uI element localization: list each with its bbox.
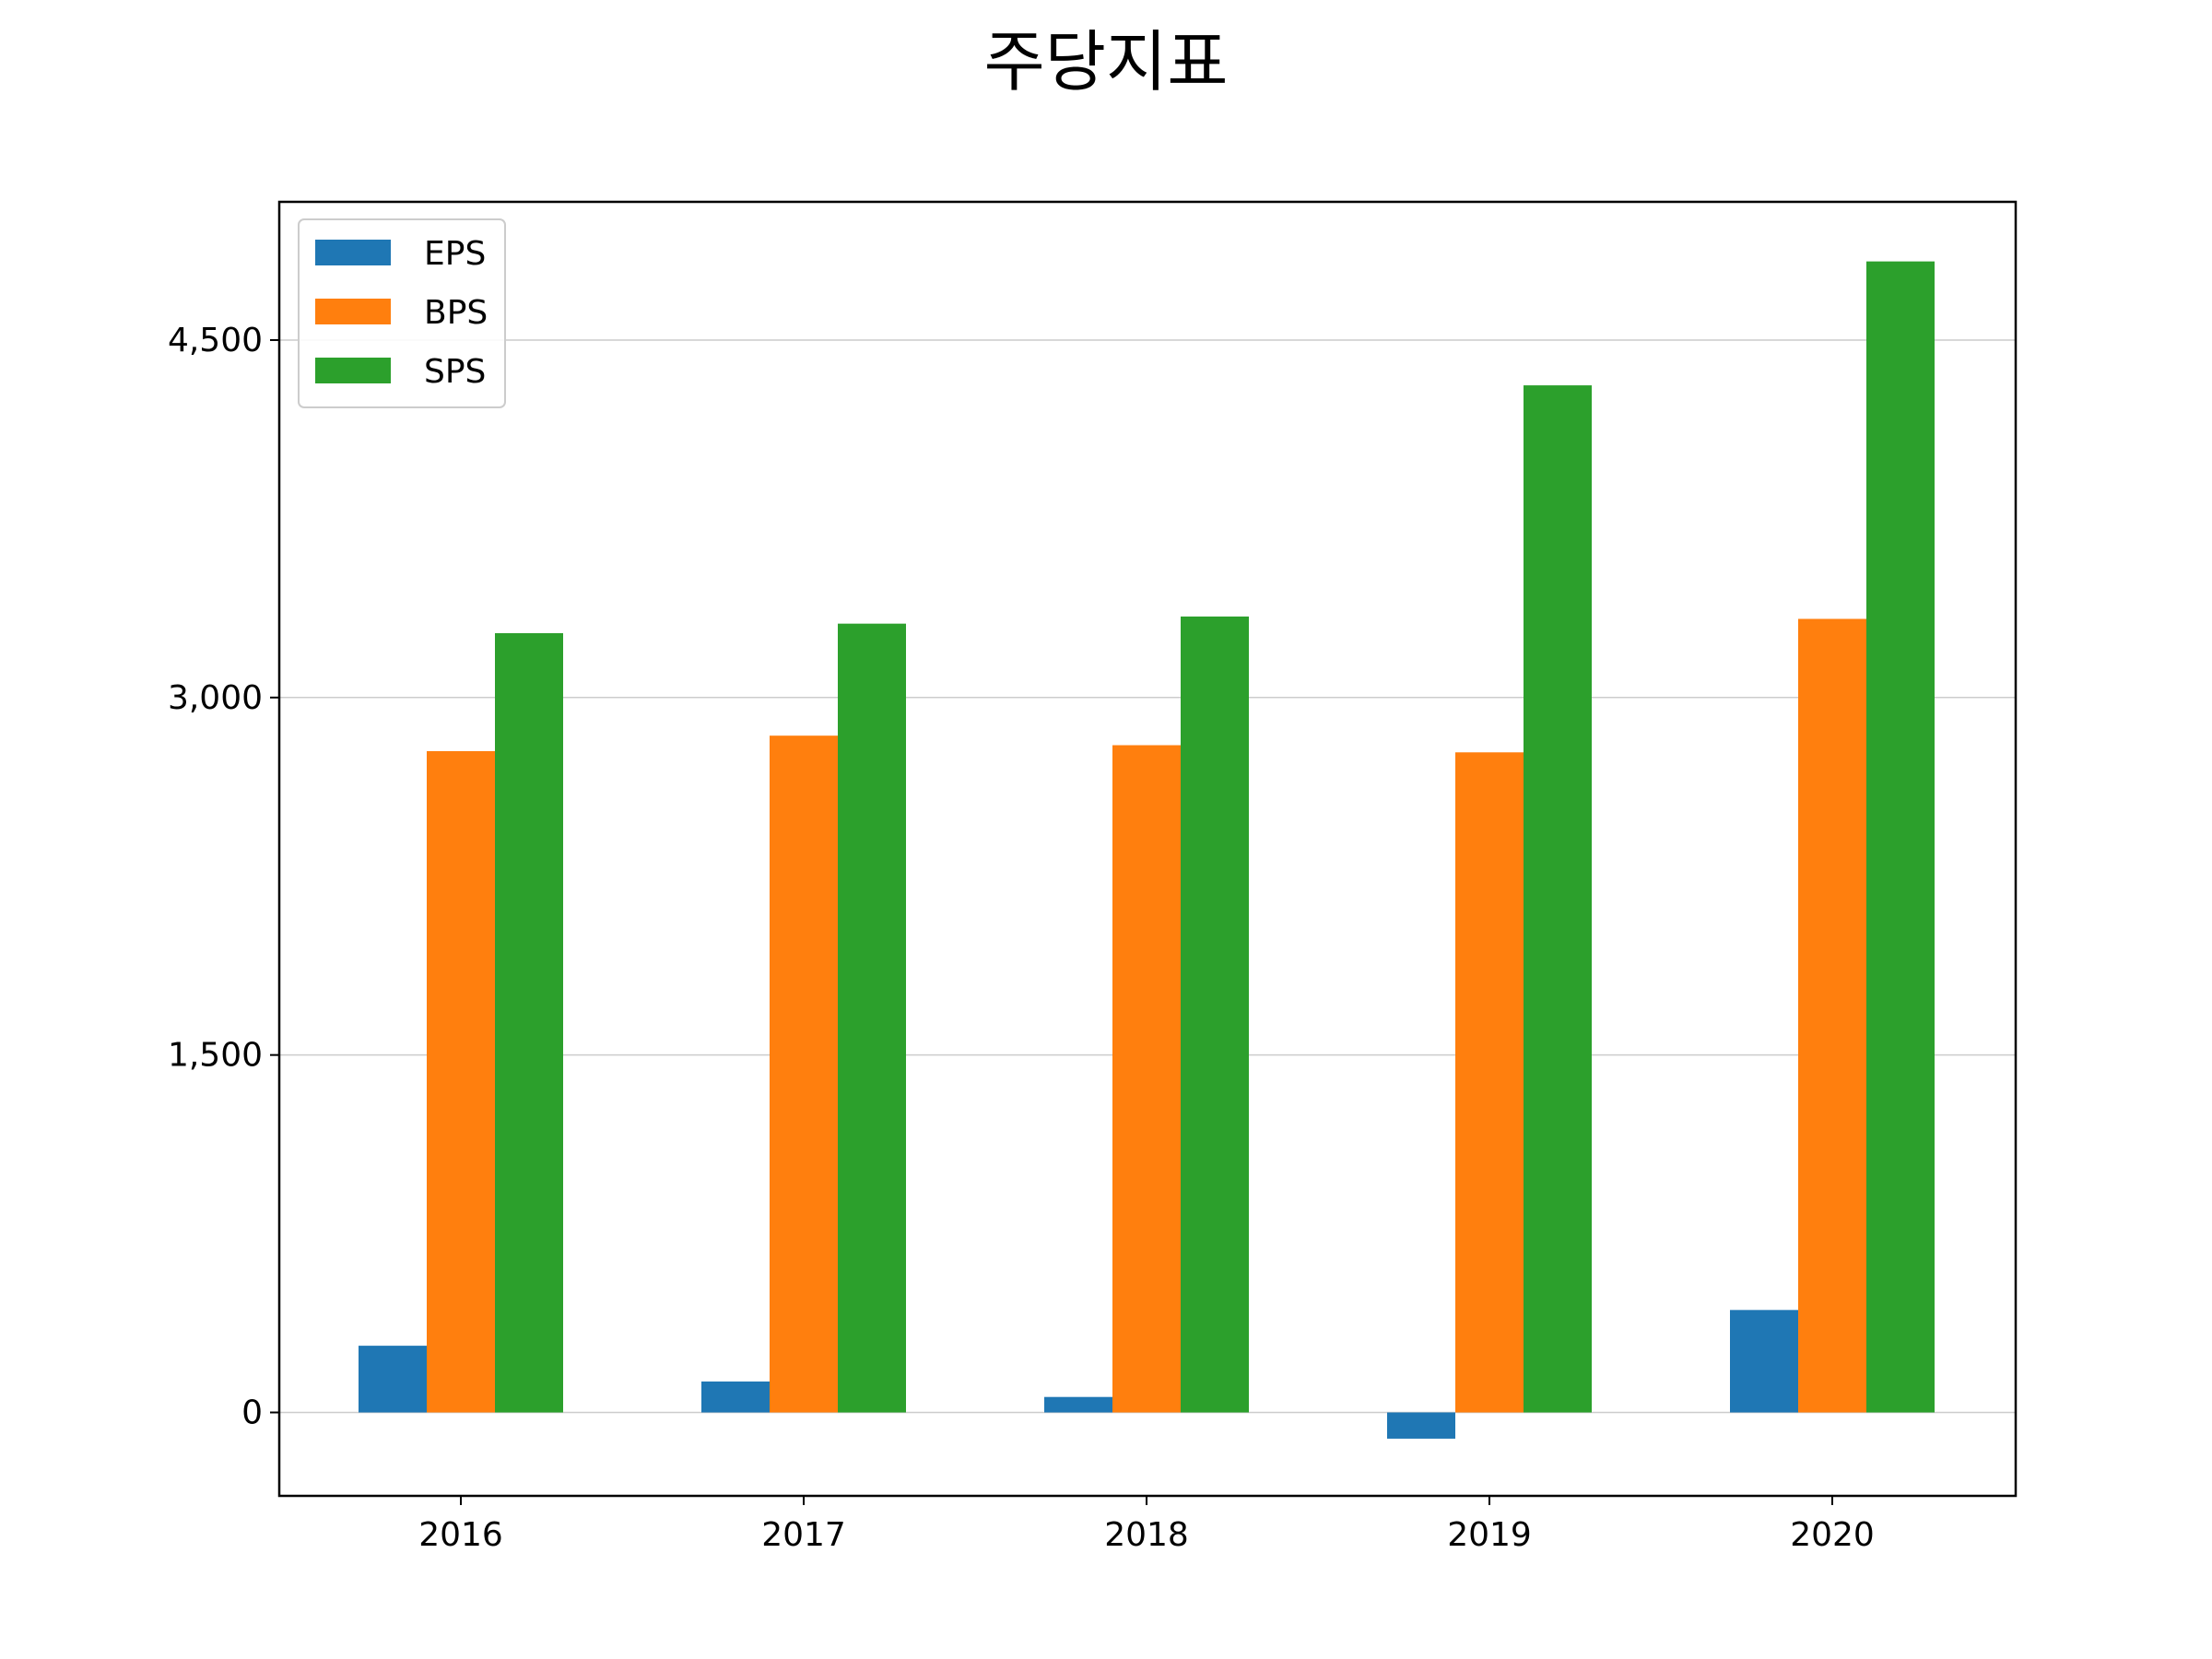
legend-label-eps: EPS [424,235,486,273]
legend-swatch-bps [315,299,391,324]
chart-title: 주당지표 [984,23,1229,100]
bar-sps-2018 [1181,616,1249,1413]
bar-eps-2020 [1730,1310,1798,1413]
legend-swatch-sps [315,358,391,383]
bar-bps-2018 [1112,745,1181,1413]
legend: EPS BPS SPS [298,218,506,408]
y-tick-label: 4,500 [168,322,263,359]
x-tick-label: 2016 [418,1516,503,1554]
x-axis: 2016 2017 2018 2019 2020 [418,1496,1875,1554]
x-tick-label: 2017 [761,1516,846,1554]
bar-bps-2019 [1455,752,1524,1413]
bar-eps-2018 [1044,1396,1112,1413]
legend-label-sps: SPS [424,353,486,391]
bar-sps-2017 [838,623,906,1413]
bar-sps-2020 [1866,261,1935,1413]
bar-bps-2016 [427,750,495,1413]
x-tick-label: 2019 [1447,1516,1532,1554]
y-tick-label: 1,500 [168,1037,263,1075]
x-tick-label: 2020 [1790,1516,1875,1554]
bars [359,261,1935,1439]
bar-bps-2020 [1798,618,1866,1413]
bar-eps-2016 [359,1346,427,1413]
bar-eps-2019 [1387,1412,1455,1439]
bar-bps-2017 [770,735,838,1413]
legend-swatch-eps [315,240,391,265]
x-tick-label: 2018 [1104,1516,1189,1554]
bar-eps-2017 [701,1381,770,1413]
legend-label-bps: BPS [424,294,488,332]
y-tick-label: 0 [241,1394,263,1432]
y-tick-label: 3,000 [168,679,263,717]
y-axis: 0 1,500 3,000 4,500 [168,322,279,1432]
gridlines [279,339,2016,1414]
bar-sps-2019 [1524,385,1592,1413]
bar-sps-2016 [495,633,563,1413]
